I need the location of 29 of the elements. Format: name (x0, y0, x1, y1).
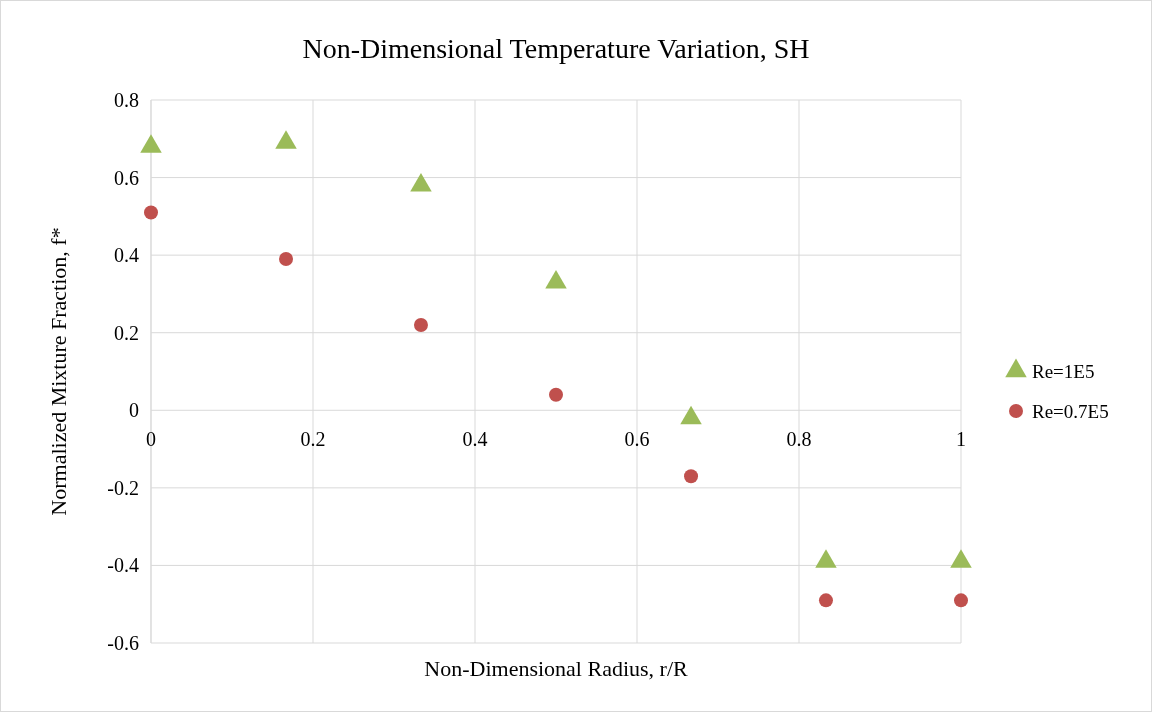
x-axis-title: Non-Dimensional Radius, r/R (424, 656, 688, 681)
y-tick-label: 0.2 (114, 321, 139, 344)
point (413, 317, 428, 332)
x-tick-label: 0.2 (300, 428, 326, 451)
chart-title: Non-Dimensional Temperature Variation, SH (302, 33, 810, 64)
x-tick-label: 0 (146, 428, 156, 451)
y-tick-label: 0.6 (114, 166, 139, 189)
point (275, 130, 297, 149)
y-tick-label: -0.6 (107, 632, 139, 654)
y-tick-label: 0.8 (114, 89, 139, 111)
y-tick-label: -0.2 (107, 476, 139, 499)
y-tick-label: -0.4 (107, 554, 139, 577)
legend-label: Re=0.7E5 (1032, 400, 1109, 422)
x-tick-label: 0.6 (624, 428, 650, 451)
y-tick-label: 0 (129, 399, 139, 422)
point (549, 387, 563, 402)
point (684, 469, 699, 484)
point (954, 593, 968, 608)
point (545, 269, 567, 289)
legend-label: Re=1E5 (1032, 360, 1095, 382)
y-axis-title: Normalized Mixture Fraction, f* (46, 227, 71, 516)
point (818, 593, 833, 608)
point (140, 134, 162, 153)
point (410, 172, 432, 192)
point (680, 405, 702, 425)
x-tick-label: 0.8 (786, 428, 812, 451)
x-tick-label: 1 (956, 428, 966, 451)
x-tick-label: 0.4 (462, 428, 488, 451)
y-tick-label: 0.4 (114, 244, 139, 267)
